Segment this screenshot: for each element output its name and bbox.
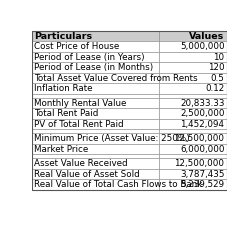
Bar — [160, 144, 227, 154]
Text: Asset Value Received: Asset Value Received — [34, 159, 128, 168]
Bar — [160, 130, 227, 134]
Text: Total Rent Paid: Total Rent Paid — [34, 109, 98, 118]
Bar — [32, 31, 160, 42]
Bar — [32, 84, 160, 94]
Bar — [160, 84, 227, 94]
Text: 0.5: 0.5 — [211, 74, 225, 83]
Text: Real Value of Total Cash Flows to Bank: Real Value of Total Cash Flows to Bank — [34, 180, 202, 189]
Text: Inflation Rate: Inflation Rate — [34, 84, 92, 93]
Bar — [160, 108, 227, 119]
Bar — [32, 134, 160, 144]
Bar — [32, 130, 160, 134]
Text: Particulars: Particulars — [34, 32, 92, 41]
Bar — [32, 94, 160, 98]
Text: PV of Total Rent Paid: PV of Total Rent Paid — [34, 120, 123, 129]
Text: 20,833.33: 20,833.33 — [180, 99, 225, 108]
Bar — [32, 98, 160, 108]
Text: Minimum Price (Asset Value: 250%): Minimum Price (Asset Value: 250%) — [34, 134, 190, 143]
Text: 3,787,435: 3,787,435 — [180, 170, 225, 179]
Bar — [160, 42, 227, 52]
Bar — [32, 108, 160, 119]
Bar — [32, 158, 160, 169]
Text: 2,500,000: 2,500,000 — [180, 109, 225, 118]
Bar — [160, 134, 227, 144]
Text: 10: 10 — [213, 53, 225, 62]
Bar — [160, 158, 227, 169]
Bar — [32, 119, 160, 130]
Bar — [160, 94, 227, 98]
Text: 6,000,000: 6,000,000 — [180, 145, 225, 154]
Bar — [160, 52, 227, 62]
Bar — [160, 73, 227, 84]
Text: 12,500,000: 12,500,000 — [174, 134, 225, 143]
Bar — [32, 169, 160, 179]
Bar — [32, 144, 160, 154]
Bar — [32, 73, 160, 84]
Text: 5,239,529: 5,239,529 — [180, 180, 225, 189]
Text: Total Asset Value Covered from Rents: Total Asset Value Covered from Rents — [34, 74, 198, 83]
Text: 0.12: 0.12 — [205, 84, 225, 93]
Text: Period of Lease (in Months): Period of Lease (in Months) — [34, 63, 153, 72]
Bar — [32, 31, 227, 190]
Text: 12,500,000: 12,500,000 — [174, 159, 225, 168]
Bar — [160, 31, 227, 42]
Bar — [160, 119, 227, 130]
Bar — [160, 154, 227, 158]
Text: 5,000,000: 5,000,000 — [180, 42, 225, 51]
Text: Cost Price of House: Cost Price of House — [34, 42, 119, 51]
Text: Values: Values — [189, 32, 225, 41]
Bar — [160, 62, 227, 73]
Bar — [32, 180, 160, 190]
Bar — [32, 154, 160, 158]
Bar — [32, 62, 160, 73]
Bar — [160, 169, 227, 179]
Text: Market Price: Market Price — [34, 145, 88, 154]
Text: Monthly Rental Value: Monthly Rental Value — [34, 99, 126, 108]
Bar — [160, 98, 227, 108]
Text: Period of Lease (in Years): Period of Lease (in Years) — [34, 53, 144, 62]
Text: 120: 120 — [208, 63, 225, 72]
Bar — [160, 180, 227, 190]
Text: Real Value of Asset Sold: Real Value of Asset Sold — [34, 170, 140, 179]
Text: 1,452,094: 1,452,094 — [180, 120, 225, 129]
Bar — [32, 42, 160, 52]
Bar — [32, 52, 160, 62]
